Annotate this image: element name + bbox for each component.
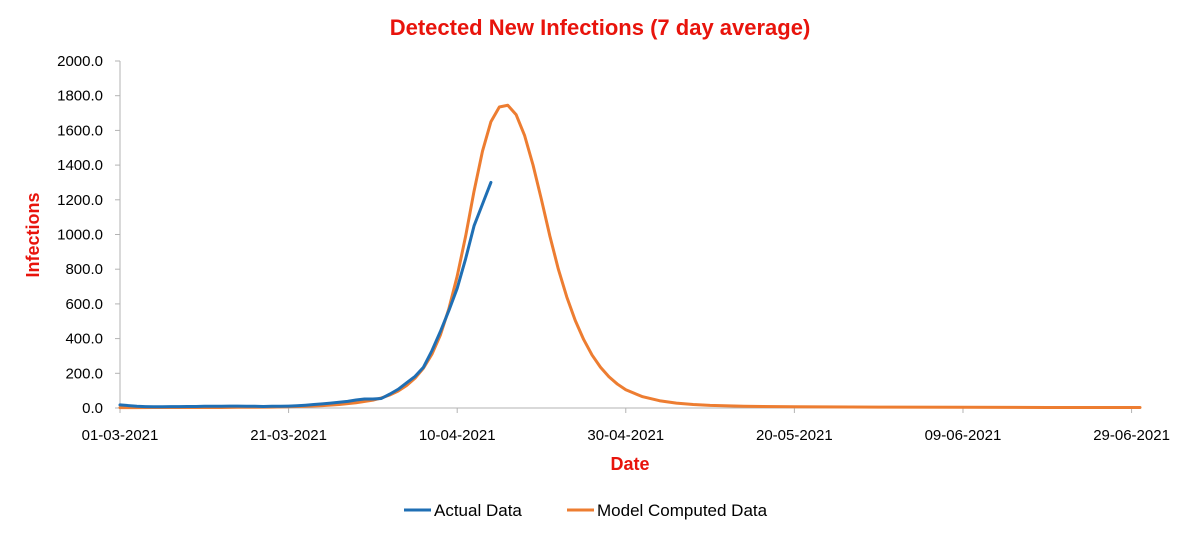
x-tick-label: 30-04-2021 [587, 427, 664, 444]
y-tick-label: 800.0 [65, 261, 103, 278]
chart-title: Detected New Infections (7 day average) [390, 15, 811, 40]
y-tick-label: 0.0 [82, 400, 103, 417]
legend: Actual Data Model Computed Data [404, 501, 768, 520]
x-axis-title: Date [610, 454, 649, 474]
y-tick-label: 1200.0 [57, 192, 103, 209]
y-tick-label: 1600.0 [57, 122, 103, 139]
y-tick-label: 200.0 [65, 365, 103, 382]
x-axis-ticks: 01-03-2021 21-03-2021 10-04-2021 30-04-2021… [82, 408, 1170, 444]
y-axis-ticks: 0.0 200.0 400.0 600.0 800.0 1000.0 1200.0 1400.… [57, 53, 120, 417]
series-layer [118, 103, 1142, 410]
axes [119, 61, 1140, 409]
legend-label-actual-data: Actual Data [434, 501, 522, 520]
legend-label-model-computed-data: Model Computed Data [597, 501, 768, 520]
x-tick-label: 01-03-2021 [82, 427, 159, 444]
x-tick-label: 10-04-2021 [419, 427, 496, 444]
x-tick-label: 09-06-2021 [925, 427, 1002, 444]
x-tick-label: 29-06-2021 [1093, 427, 1170, 444]
y-axis-title: Infections [23, 192, 43, 277]
x-tick-label: 20-05-2021 [756, 427, 833, 444]
series-line-model-computed-data [118, 103, 1142, 410]
y-tick-label: 1800.0 [57, 88, 103, 105]
series-line-actual-data [118, 180, 493, 409]
y-tick-label: 2000.0 [57, 53, 103, 70]
y-tick-label: 400.0 [65, 331, 103, 348]
y-tick-label: 1400.0 [57, 157, 103, 174]
y-tick-label: 600.0 [65, 296, 103, 313]
y-tick-label: 1000.0 [57, 227, 103, 244]
x-tick-label: 21-03-2021 [250, 427, 327, 444]
